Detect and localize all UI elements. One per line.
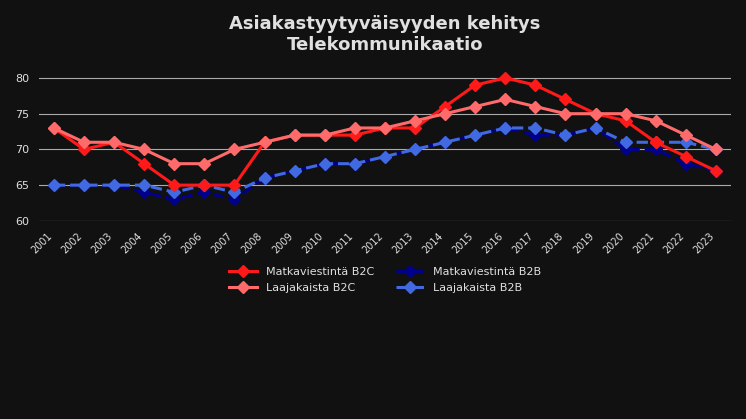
Title: Asiakastyytyväisyyden kehitys
Telekommunikaatio: Asiakastyytyväisyyden kehitys Telekommun… <box>229 15 541 54</box>
Legend: Matkaviestintä B2C, Laajakaista B2C, Matkaviestintä B2B, Laajakaista B2B: Matkaviestintä B2C, Laajakaista B2C, Mat… <box>225 263 545 297</box>
